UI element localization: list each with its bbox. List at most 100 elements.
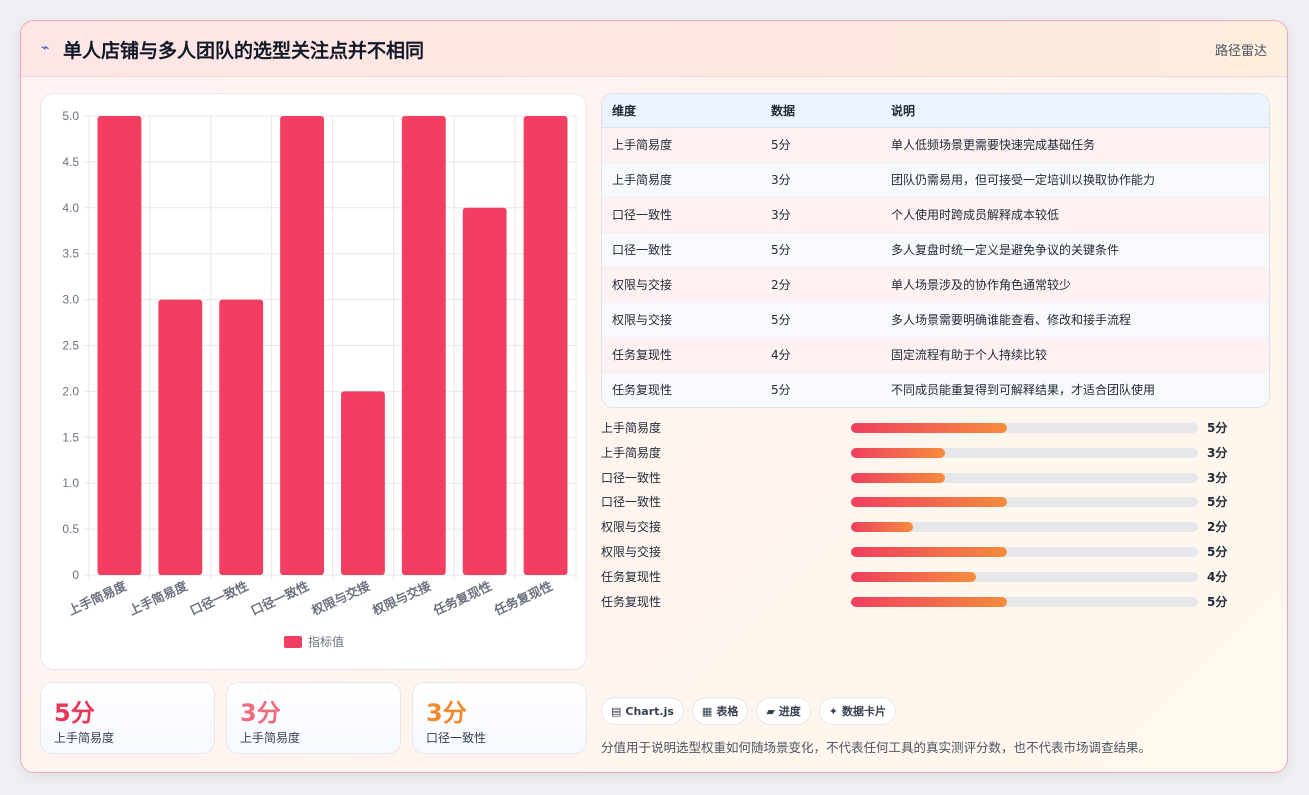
bar <box>219 299 264 575</box>
progress-score: 5分 <box>1207 421 1228 435</box>
x-tick-label: 上手简易度 <box>127 578 190 618</box>
y-tick-label: 3.0 <box>62 293 79 307</box>
progress-label: 上手简易度 <box>601 421 662 435</box>
progress-label: 口径一致性 <box>601 495 662 510</box>
chip-list: ▤ Chart.js ▦ 表格 ▰ 进度 ✦ 数据卡片 <box>601 697 897 725</box>
table-cell-description: 多人复盘时统一定义是避免争议的关键条件 <box>881 231 1269 267</box>
table-header-data: 数据 <box>761 94 881 128</box>
progress-fill <box>851 447 945 458</box>
table-cell-dimension: 任务复现性 <box>602 336 761 372</box>
progress-track <box>851 423 1198 433</box>
stat-label: 上手简易度 <box>54 731 115 745</box>
chip-label: Chart.js <box>625 704 674 718</box>
progress-label: 口径一致性 <box>601 470 662 485</box>
data-table: 维度 数据 说明 上手简易度 5分 单人低频场景更需要快速完成基础任务 上手简易度 3分… <box>602 94 1269 407</box>
card-header: ⌁ 单人店铺与多人团队的选型关注点并不相同 路径雷达 <box>21 21 1287 77</box>
bar <box>462 207 507 576</box>
route-radar-link[interactable]: 路径雷达 <box>1214 44 1267 59</box>
x-tick-label: 口径一致性 <box>187 578 250 618</box>
chip-chart[interactable]: ▤ Chart.js <box>601 697 684 725</box>
progress-fill <box>851 423 1008 433</box>
table-cell-dimension: 口径一致性 <box>602 231 761 267</box>
progress-label: 上手简易度 <box>601 445 662 460</box>
bar <box>341 391 385 575</box>
progress-score: 3分 <box>1207 445 1228 460</box>
legend-swatch <box>284 636 302 648</box>
legend-label: 指标值 <box>308 634 344 649</box>
y-tick-label: 0 <box>72 568 79 582</box>
table-cell-description: 单人低频场景更需要快速完成基础任务 <box>881 126 1269 162</box>
stat-card-1: 5分 上手简易度 <box>40 682 215 754</box>
stat-card-3: 3分 口径一致性 <box>412 682 587 754</box>
chip-sparkle[interactable]: ✦ 数据卡片 <box>818 697 897 725</box>
progress-row: 任务复现性 5分 <box>601 590 1241 615</box>
y-tick-label: 4.0 <box>62 201 79 215</box>
progress-score: 4分 <box>1207 569 1228 584</box>
table-cell-dimension: 任务复现性 <box>602 371 761 407</box>
progress-fill <box>851 497 1008 508</box>
table-cell-data: 4分 <box>761 336 881 372</box>
y-tick-label: 1.5 <box>62 430 79 444</box>
table-row: 权限与交接 5分 多人场景需要明确谁能查看、修改和接手流程 <box>602 301 1269 337</box>
table-cell-dimension: 权限与交接 <box>602 301 761 337</box>
progress-label: 权限与交接 <box>601 520 662 535</box>
progress-score: 2分 <box>1207 520 1228 535</box>
stat-label: 口径一致性 <box>426 731 487 745</box>
chip-label: 数据卡片 <box>842 705 887 718</box>
progress-fill <box>851 546 1008 557</box>
stat-value: 3分 <box>240 699 281 727</box>
bar <box>280 116 324 575</box>
sparkle-icon: ✦ <box>828 704 839 718</box>
table-cell-dimension: 权限与交接 <box>602 266 761 302</box>
data-table-container: 维度 数据 说明 上手简易度 5分 单人低频场景更需要快速完成基础任务 上手简易度 3分… <box>601 93 1270 408</box>
progress-track <box>851 571 1198 582</box>
bar <box>523 116 568 575</box>
y-tick-label: 4.5 <box>62 155 79 169</box>
progress-track <box>851 596 1198 607</box>
dashboard-card: ⌁ 单人店铺与多人团队的选型关注点并不相同 路径雷达 0 0.5 1.0 1.5 2.0… <box>20 20 1288 773</box>
progress-icon: ▰ <box>766 704 775 718</box>
table-cell-data: 2分 <box>761 266 881 302</box>
y-tick-label: 2.5 <box>62 339 79 353</box>
table-cell-description: 团队仍需易用，但可接受一定培训以换取协作能力 <box>881 161 1269 197</box>
table-row: 任务复现性 4分 固定流程有助于个人持续比较 <box>602 336 1269 372</box>
chip-label: 表格 <box>716 705 739 718</box>
progress-row: 权限与交接 2分 <box>601 515 1241 540</box>
progress-track <box>851 497 1198 508</box>
table-cell-data: 5分 <box>761 371 881 407</box>
progress-score: 5分 <box>1207 544 1228 559</box>
chip-label: 进度 <box>778 705 801 718</box>
progress-row: 任务复现性 4分 <box>601 565 1241 590</box>
table-cell-data: 3分 <box>761 196 881 232</box>
table-cell-data: 3分 <box>761 161 881 197</box>
table-row: 任务复现性 5分 不同成员能重复得到可解释结果，才适合团队使用 <box>602 371 1269 407</box>
progress-score: 5分 <box>1207 495 1228 510</box>
table-cell-dimension: 上手简易度 <box>602 161 761 197</box>
table-cell-dimension: 口径一致性 <box>602 196 761 232</box>
bar <box>401 116 446 575</box>
chart-icon: ▤ <box>611 704 622 718</box>
page-title: 单人店铺与多人团队的选型关注点并不相同 <box>63 40 425 62</box>
y-tick-label: 5.0 <box>62 109 79 123</box>
chip-table[interactable]: ▦ 表格 <box>691 697 749 725</box>
table-cell-description: 不同成员能重复得到可解释结果，才适合团队使用 <box>881 371 1269 407</box>
progress-fill <box>851 571 976 582</box>
x-tick-label: 口径一致性 <box>248 578 311 618</box>
table-cell-dimension: 上手简易度 <box>602 126 761 162</box>
y-tick-label: 2.0 <box>62 384 79 398</box>
chip-progress[interactable]: ▰ 进度 <box>756 697 811 725</box>
table-icon: ▦ <box>701 704 713 718</box>
table-cell-description: 多人场景需要明确谁能查看、修改和接手流程 <box>881 301 1269 337</box>
table-header-row: 维度 数据 说明 <box>602 94 1269 128</box>
y-tick-label: 0.5 <box>62 522 79 536</box>
stat-card-2: 3分 上手简易度 <box>226 682 401 754</box>
x-tick-label: 权限与交接 <box>369 578 433 619</box>
table-header-description: 说明 <box>881 94 1269 128</box>
x-tick-label: 任务复现性 <box>430 578 494 619</box>
progress-fill <box>851 596 1008 607</box>
table-row: 口径一致性 5分 多人复盘时统一定义是避免争议的关键条件 <box>602 231 1269 267</box>
progress-label: 权限与交接 <box>601 544 662 559</box>
x-tick-label: 权限与交接 <box>308 578 372 619</box>
progress-track <box>851 522 1198 533</box>
bar-chart-panel: 0 0.5 1.0 1.5 2.0 2.5 3.0 3.5 4.0 4.5 5.0 上手简易度 上手简易… <box>40 93 587 670</box>
